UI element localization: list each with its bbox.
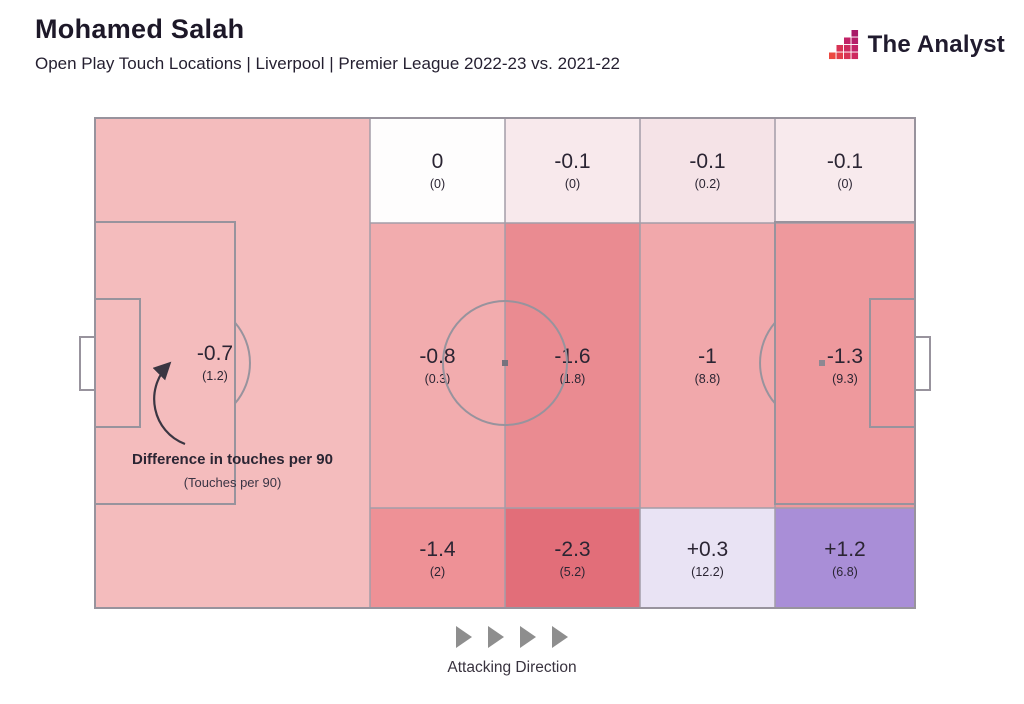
zone-value: -1	[698, 345, 717, 368]
zone-value: -0.8	[419, 345, 456, 368]
zone-value: -1.4	[419, 537, 456, 561]
right-goal	[914, 336, 931, 391]
zone-subvalue: (6.8)	[832, 564, 858, 579]
zone-subvalue: (0.2)	[694, 177, 721, 191]
zone-value: -2.3	[554, 537, 591, 561]
zone-subvalue: (1.2)	[202, 369, 228, 383]
zone-band4-top: -0.1 (0.2)	[640, 118, 775, 223]
zone-value: -0.1	[689, 150, 726, 173]
header: Mohamed Salah Open Play Touch Locations …	[35, 14, 620, 74]
zone-subvalue: (9.3)	[832, 372, 858, 386]
page-title: Mohamed Salah	[35, 14, 245, 44]
zone-band3-bottom: -2.3 (5.2)	[505, 508, 640, 608]
attacking-direction-arrow-icon	[552, 626, 568, 648]
zone-band2-top: 0 (0)	[370, 118, 505, 223]
zone-subvalue: (0)	[429, 177, 446, 191]
zone-value: -0.1	[554, 150, 591, 173]
brand-name: The Analyst	[867, 31, 1005, 58]
zone-value: -0.7	[196, 342, 234, 365]
zone-subvalue: (12.2)	[691, 564, 724, 579]
zone-subvalue: (1.8)	[559, 372, 586, 386]
legend-annotation: Difference in touches per 90 (Touches pe…	[110, 451, 355, 490]
page-subtitle: Open Play Touch Locations | Liverpool | …	[35, 54, 620, 73]
zone-subvalue: (0)	[837, 177, 853, 191]
left-goal	[79, 336, 96, 391]
annotation-label: Difference in touches per 90	[132, 451, 333, 468]
zone-band5-top: -0.1 (0)	[775, 118, 915, 223]
zone-defensive-third-label: -0.7 (1.2)	[135, 342, 295, 383]
zone-band4-middle: -1 (8.8)	[640, 223, 775, 508]
zone-value: -1.3	[826, 345, 864, 368]
pitch-heatmap: 0 (0) -0.1 (0) -0.1 (0.2) -0.1 (0) -0.8 (0.3)…	[79, 117, 931, 609]
zone-band3-top: -0.1 (0)	[505, 118, 640, 223]
zone-subvalue: (0.3)	[424, 372, 451, 386]
zone-value: 0	[431, 150, 444, 173]
attacking-direction-arrow-icon	[488, 626, 504, 648]
zone-subvalue: (0)	[564, 177, 581, 191]
zone-subvalue: (8.8)	[694, 372, 721, 386]
zone-band4-bottom: +0.3 (12.2)	[640, 508, 775, 608]
zone-value: -0.1	[826, 150, 864, 173]
zone-band3-middle: -1.6 (1.8)	[505, 223, 640, 508]
analyst-stairs-icon	[828, 30, 858, 60]
zone-subvalue: (5.2)	[559, 564, 586, 579]
zone-band2-middle: -0.8 (0.3)	[370, 223, 505, 508]
zone-band5-bottom: +1.2 (6.8)	[775, 508, 915, 608]
attacking-direction-arrow-icon	[520, 626, 536, 648]
attacking-direction-arrow-icon	[456, 626, 472, 648]
annotation-sublabel: (Touches per 90)	[183, 475, 282, 490]
zone-value: -1.6	[554, 345, 591, 368]
zone-value: +0.3	[686, 537, 729, 561]
zone-band2-bottom: -1.4 (2)	[370, 508, 505, 608]
brand-logo: The Analyst	[828, 30, 1005, 60]
attacking-direction-arrows	[0, 626, 1024, 648]
attacking-direction-label: Attacking Direction	[447, 659, 577, 676]
zone-subvalue: (2)	[429, 564, 446, 579]
zone-value: +1.2	[824, 537, 866, 561]
zone-band5-middle: -1.3 (9.3)	[775, 223, 915, 508]
